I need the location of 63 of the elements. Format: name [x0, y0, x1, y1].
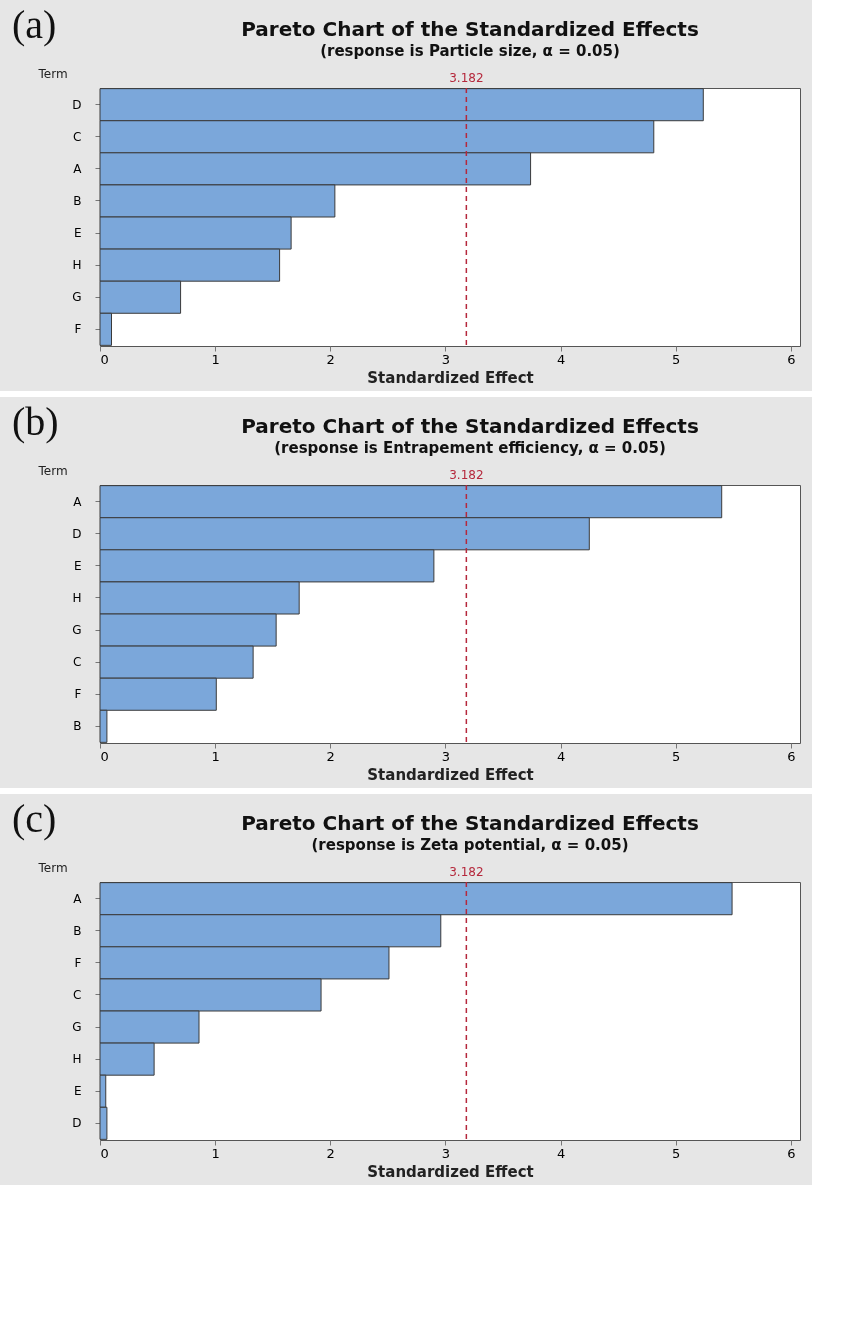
x-tick-label: 2 [326, 1145, 335, 1161]
x-tick-label: 1 [211, 748, 220, 764]
x-tick-label: 5 [672, 748, 681, 764]
y-axis-title: Term [37, 66, 68, 81]
y-axis-title: Term [37, 860, 68, 875]
y-tick-label: B [73, 193, 82, 208]
chart-subtitle: (response is Zeta potential, α = 0.05) [311, 836, 629, 854]
y-tick-label: G [72, 1020, 82, 1035]
y-tick-label: E [73, 558, 82, 573]
y-tick-label: C [73, 655, 82, 670]
y-tick-label: E [73, 1084, 82, 1099]
y-tick-label: G [72, 623, 82, 638]
chart-title: Pareto Chart of the Standardized Effects [241, 414, 699, 438]
x-tick-label: 0 [100, 1145, 109, 1161]
y-tick-label: D [72, 526, 82, 541]
text: (b) [12, 399, 59, 444]
x-axis-title: Standardized Effect [367, 765, 534, 784]
y-tick-label: C [73, 987, 82, 1002]
chart-subtitle: (response is Entrapement efficiency, α = 0.05) [274, 439, 666, 457]
chart-subtitle: (response is Particle size, α = 0.05) [320, 42, 620, 60]
y-tick-label: D [72, 97, 82, 112]
y-tick-label: A [73, 891, 83, 906]
x-tick-label: 5 [672, 351, 681, 367]
text: (c) [12, 796, 57, 841]
x-axis-title: Standardized Effect [367, 1162, 534, 1181]
ref-line-label: 3.182 [449, 468, 484, 482]
y-tick-label: H [72, 590, 82, 605]
y-tick-label: A [73, 494, 83, 509]
ref-line-label: 3.182 [449, 71, 484, 85]
y-tick-label: A [73, 161, 83, 176]
text: (a) [12, 2, 57, 47]
y-tick-label: C [73, 129, 82, 144]
x-tick-label: 1 [211, 351, 220, 367]
y-tick-label: H [72, 1052, 82, 1067]
x-tick-label: 6 [787, 351, 796, 367]
y-tick-label: F [74, 322, 82, 337]
y-tick-label: F [74, 687, 82, 702]
y-tick-label: F [74, 955, 82, 970]
chart-title: Pareto Chart of the Standardized Effects [241, 17, 699, 41]
x-tick-label: 2 [326, 351, 335, 367]
x-tick-label: 3 [441, 351, 451, 367]
ref-line-label: 3.182 [449, 865, 484, 879]
x-tick-label: 4 [556, 351, 566, 367]
x-tick-label: 0 [100, 351, 109, 367]
x-tick-label: 3 [441, 1145, 451, 1161]
x-axis-title: Standardized Effect [367, 368, 534, 387]
y-tick-label: E [73, 226, 82, 241]
y-tick-label: D [72, 1116, 82, 1131]
y-tick-label: G [72, 290, 82, 305]
x-tick-label: 4 [556, 1145, 566, 1161]
y-tick-label: B [73, 719, 82, 734]
x-tick-label: 1 [211, 1145, 220, 1161]
x-tick-label: 6 [787, 748, 796, 764]
x-tick-label: 4 [556, 748, 566, 764]
y-axis-title: Term [37, 463, 68, 478]
chart-title: Pareto Chart of the Standardized Effects [241, 811, 699, 835]
x-tick-label: 2 [326, 748, 335, 764]
y-tick-label: H [72, 258, 82, 273]
y-tick-label: B [73, 923, 82, 938]
x-tick-label: 6 [787, 1145, 796, 1161]
x-tick-label: 0 [100, 748, 109, 764]
x-tick-label: 3 [441, 748, 451, 764]
x-tick-label: 5 [672, 1145, 681, 1161]
